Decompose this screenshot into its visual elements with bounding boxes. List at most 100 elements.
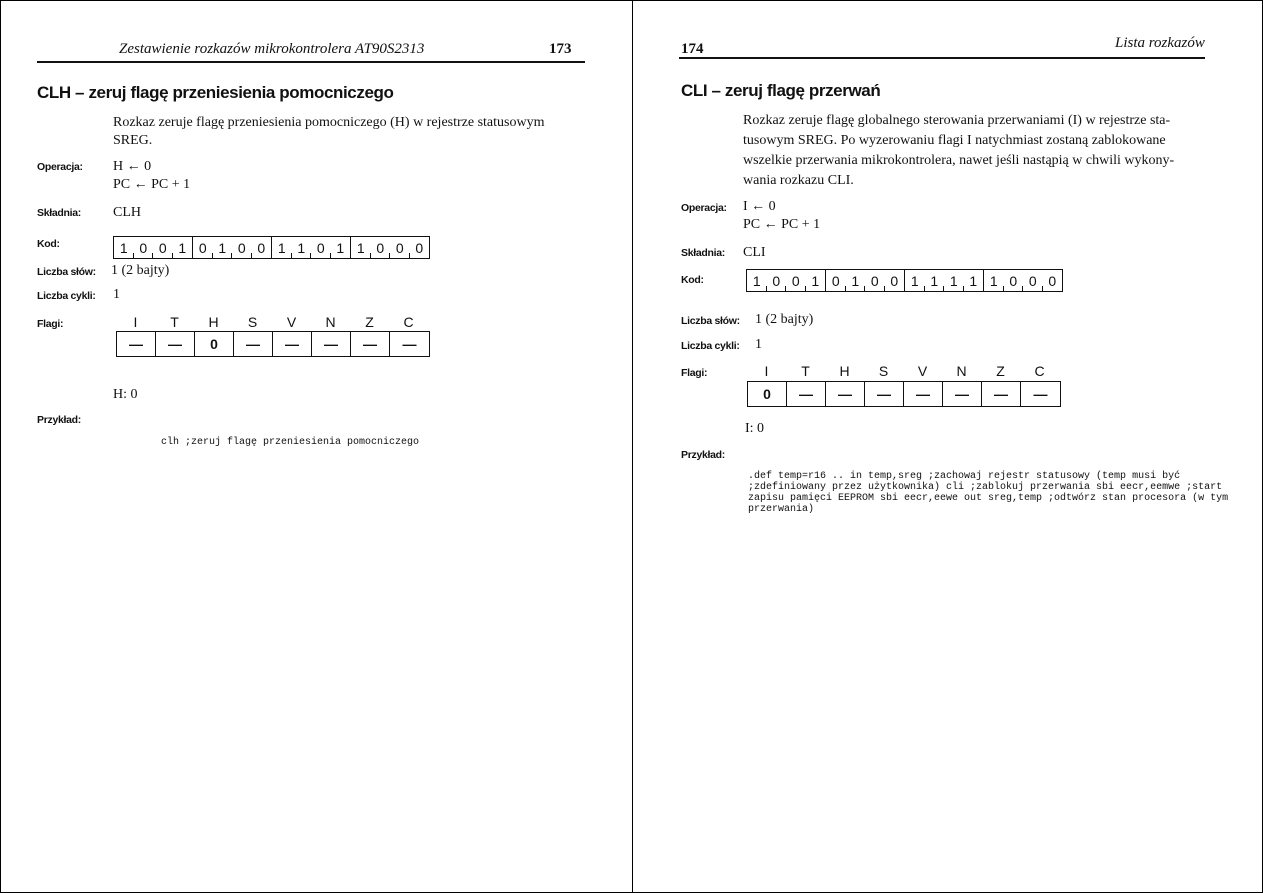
- opcode-bit: 0: [1004, 270, 1024, 291]
- opcode-bit: 0: [257, 240, 266, 256]
- flag-name: V: [286, 314, 297, 330]
- flags-label: Flagi:: [37, 318, 64, 330]
- flag-name: C: [1034, 363, 1045, 379]
- flag-value: —: [234, 332, 273, 356]
- syntax: CLI: [743, 245, 766, 260]
- operation-line: I ← 0: [743, 199, 776, 214]
- flag-value: —: [787, 382, 826, 406]
- flag-name: T: [801, 363, 810, 379]
- opcode-bit: 1: [984, 270, 1004, 291]
- opcode-bit: 1: [351, 237, 371, 258]
- operation-line: H ← 0: [113, 159, 152, 174]
- opcode-bit: 1: [969, 273, 978, 289]
- operation-line: PC ← PC + 1: [743, 217, 821, 232]
- flag-value: —: [273, 332, 312, 356]
- flag-value: —: [351, 332, 390, 356]
- example-code: .def temp=r16 .. in temp,sreg ;zachowaj …: [748, 471, 1229, 515]
- flag-name: H: [839, 363, 850, 379]
- flag-name: C: [403, 314, 414, 330]
- flag-value: —: [1033, 386, 1048, 402]
- flag-name: I: [133, 314, 138, 330]
- flag-value: —: [904, 382, 943, 406]
- words-value: 1 (2 bajty): [755, 312, 814, 327]
- cycles-label: Liczba cykli:: [37, 290, 96, 302]
- opcode-bit: 0: [1048, 273, 1057, 289]
- flag-value: —: [156, 332, 195, 356]
- syntax: CLH: [113, 205, 141, 220]
- flags-table: — —0— — — — —: [116, 331, 430, 357]
- opcode-bit: 0: [311, 237, 331, 258]
- description-line: tusowym SREG. Po wyzerowaniu flagi I nat…: [743, 133, 1166, 148]
- operation-label: Operacja:: [37, 161, 83, 173]
- opcode-bit: 0: [826, 270, 846, 291]
- header-rule: [37, 61, 585, 63]
- flag-name: N: [956, 363, 967, 379]
- opcode-bit: 1: [178, 240, 187, 256]
- flag-value: —: [943, 382, 982, 406]
- flag-name: S: [247, 314, 258, 330]
- opcode-bit: 1: [272, 237, 292, 258]
- syntax-label: Składnia:: [37, 207, 81, 219]
- right-page: 174 Lista rozkazów CLI – zeruj flagę prz…: [632, 0, 1263, 893]
- opcode-bit: 1: [292, 237, 312, 258]
- opcode-bit: 1: [925, 270, 945, 291]
- code-label: Kod:: [681, 274, 704, 286]
- running-header: Lista rozkazów: [1115, 35, 1205, 51]
- operation-label: Operacja:: [681, 202, 727, 214]
- opcode-bit: 1: [846, 270, 866, 291]
- example-code: clh ;zeruj flagę przeniesienia pomocnicz…: [161, 437, 420, 448]
- flag-name: H: [208, 314, 219, 330]
- flag-name: T: [170, 314, 179, 330]
- opcode-bit: 1: [811, 273, 820, 289]
- description-line: Rozkaz zeruje flagę przeniesienia pomocn…: [113, 115, 545, 130]
- flag-name: V: [917, 363, 928, 379]
- page-number: 174: [681, 41, 704, 57]
- opcode-bit: 1: [747, 270, 767, 291]
- syntax-label: Składnia:: [681, 247, 725, 259]
- operation-line: PC ← PC + 1: [113, 177, 191, 192]
- left-page: Zestawienie rozkazów mikrokontrolera AT9…: [0, 0, 633, 893]
- flags-table: 0— — — — — — —: [747, 381, 1061, 407]
- cycles-label: Liczba cykli:: [681, 340, 740, 352]
- flag-value: —: [312, 332, 351, 356]
- flag-note: H: 0: [113, 387, 138, 402]
- flag-value: —: [402, 336, 417, 352]
- flag-value: —: [982, 382, 1021, 406]
- flag-name: Z: [996, 363, 1005, 379]
- code-label: Kod:: [37, 238, 60, 250]
- running-header: Zestawienie rozkazów mikrokontrolera AT9…: [119, 41, 425, 57]
- opcode-bit: 0: [767, 270, 787, 291]
- description-line: wszelkie przerwania mikrokontrolera, naw…: [743, 153, 1175, 168]
- flags-label: Flagi:: [681, 367, 708, 379]
- flag-value: 0: [195, 332, 234, 356]
- flag-name: S: [878, 363, 889, 379]
- description-line: wania rozkazu CLI.: [743, 173, 854, 188]
- flag-value: —: [117, 332, 156, 356]
- example-label: Przykład:: [37, 414, 81, 426]
- words-label: Liczba słów:: [681, 315, 740, 327]
- opcode-bit: 0: [415, 240, 424, 256]
- description-line: Rozkaz zeruje flagę globalnego sterowani…: [743, 113, 1171, 128]
- opcode-bit: 1: [213, 237, 233, 258]
- flag-note: I: 0: [745, 421, 765, 436]
- words-label: Liczba słów:: [37, 266, 96, 278]
- opcode-bit: 0: [1023, 270, 1043, 291]
- section-title: CLI – zeruj flagę przerwań: [681, 81, 881, 100]
- cycles-value: 1: [113, 287, 120, 302]
- opcode-bit: 0: [371, 237, 391, 258]
- flag-value: —: [826, 382, 865, 406]
- opcode-bit: 0: [193, 237, 213, 258]
- words-value: 1 (2 bajty): [111, 263, 170, 278]
- opcode-bit: 1: [905, 270, 925, 291]
- description-line: SREG.: [113, 133, 153, 148]
